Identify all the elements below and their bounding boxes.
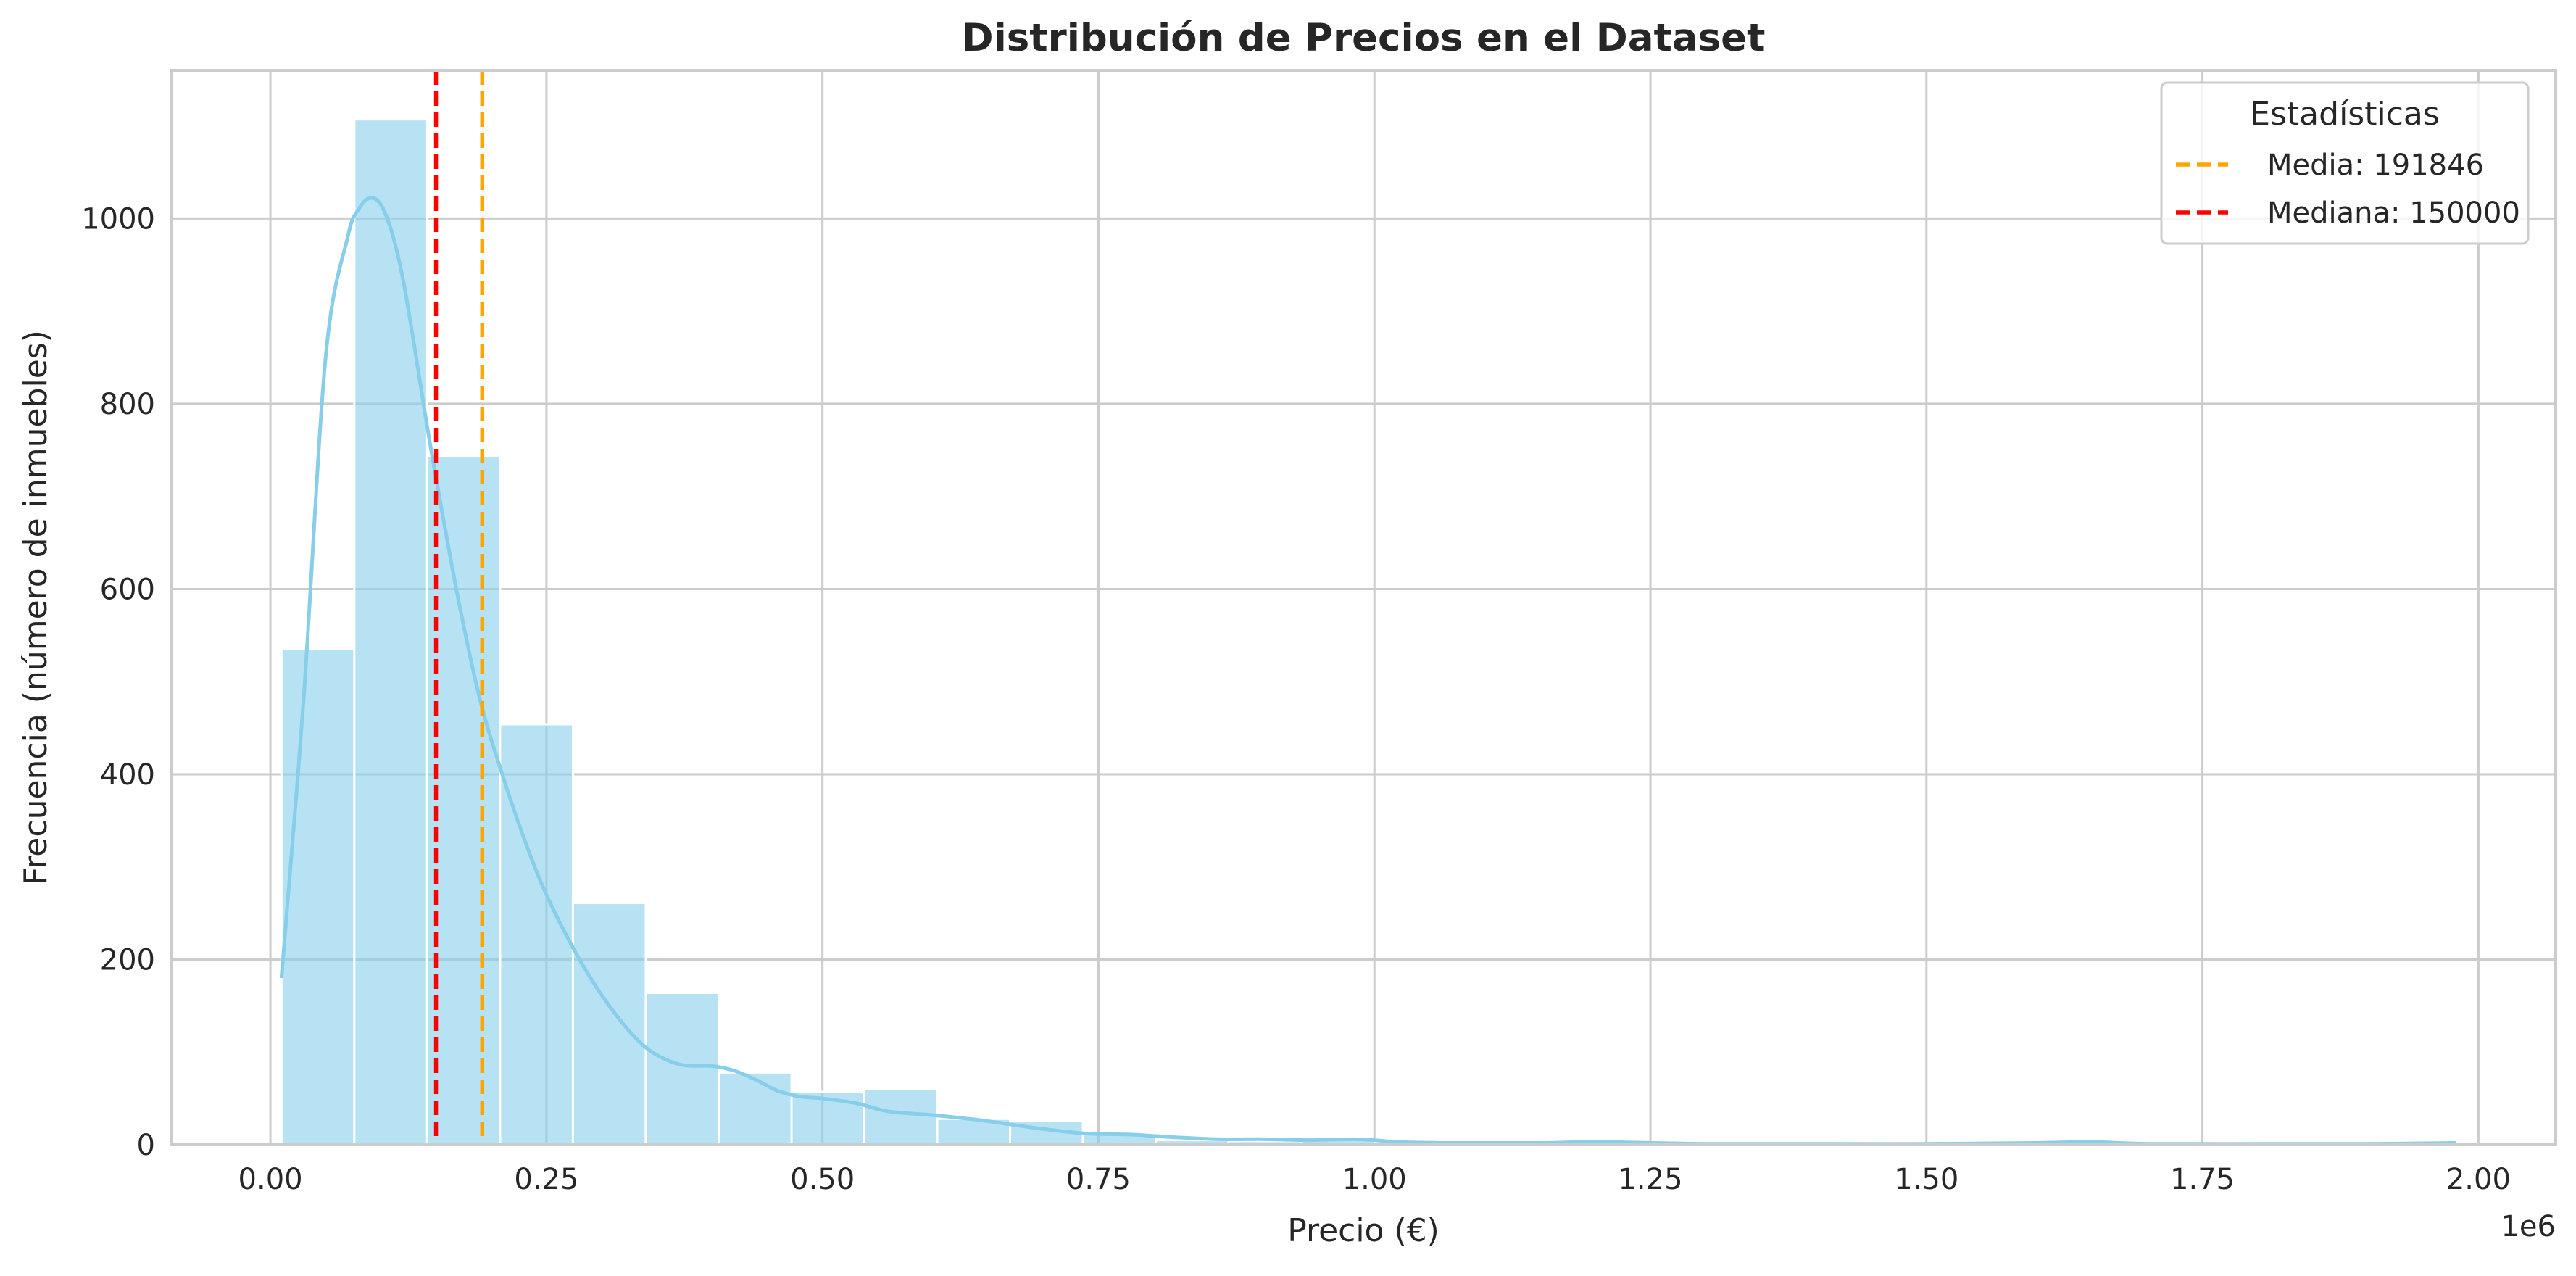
statistic-lines (433, 70, 485, 1145)
x-tick-label: 2.00 (2446, 1163, 2511, 1196)
y-axis-label: Frecuencia (número de inmuebles) (17, 330, 54, 885)
legend-items: Media: 191846 Mediana: 150000 (2176, 149, 2520, 230)
y-tick-label: 200 (100, 943, 155, 977)
legend-title: Estadísticas (2250, 96, 2440, 133)
histogram-bar (353, 118, 428, 1146)
x-tick-label: 0.25 (514, 1163, 578, 1196)
histogram-bar (644, 991, 720, 1146)
x-tick-label: 0.75 (1066, 1163, 1131, 1196)
histogram-bars (280, 118, 2469, 1146)
histogram-bar (499, 723, 574, 1146)
x-tick-label: 1.00 (1342, 1163, 1407, 1196)
x-axis-ticks: 0.00 0.25 0.50 0.75 1.00 1.25 1.50 1.75 2.00 (238, 1163, 2511, 1196)
x-tick-label: 1.25 (1618, 1163, 1682, 1196)
legend-label: Mediana: 150000 (2267, 196, 2520, 230)
y-tick-label: 0 (137, 1129, 155, 1162)
legend-box (2160, 81, 2530, 245)
x-tick-label: 0.50 (790, 1163, 855, 1196)
x-tick-label: 1.50 (1894, 1163, 1958, 1196)
y-tick-label: 1000 (81, 202, 155, 236)
x-tick-label: 0.00 (238, 1163, 303, 1196)
y-tick-label: 800 (100, 388, 155, 421)
histogram-bar (717, 1071, 793, 1146)
chart-title: Distribución de Precios en el Dataset (962, 16, 1766, 60)
legend-item: Media: 191846 (2176, 149, 2484, 182)
histogram-bar (571, 902, 647, 1146)
histogram-bar (425, 454, 502, 1146)
y-axis-ticks: 0 200 400 600 800 1000 (81, 202, 155, 1162)
legend-item: Mediana: 150000 (2176, 196, 2520, 230)
y-tick-label: 600 (100, 573, 155, 606)
x-tick-label: 1.75 (2170, 1163, 2235, 1196)
legend-label: Media: 191846 (2267, 149, 2484, 182)
y-tick-label: 400 (100, 758, 155, 792)
x-axis-offset-label: 1e6 (2501, 1210, 2556, 1243)
plot-frame (170, 69, 2557, 1146)
histogram-bar (863, 1088, 939, 1146)
x-axis-label: Precio (€) (1287, 1212, 1439, 1249)
legend: Estadísticas Media: 191846 Mediana: 15000… (2160, 81, 2530, 245)
histogram-bar (280, 647, 356, 1146)
